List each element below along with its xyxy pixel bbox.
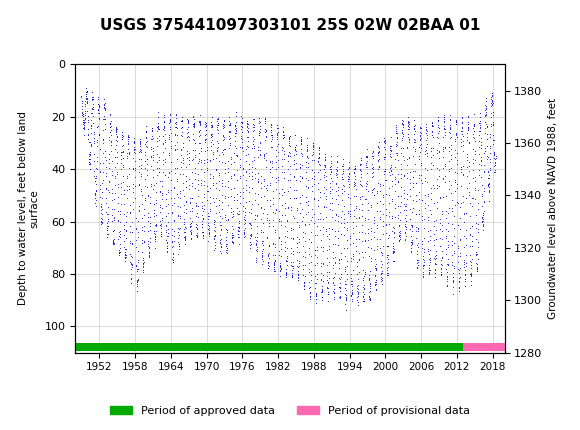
Text: USGS 375441097303101 25S 02W 02BAA 01: USGS 375441097303101 25S 02W 02BAA 01 — [100, 18, 480, 33]
Y-axis label: Groundwater level above NAVD 1988, feet: Groundwater level above NAVD 1988, feet — [548, 98, 558, 319]
Text: ≡USGS: ≡USGS — [12, 6, 70, 26]
Legend: Period of approved data, Period of provisional data: Period of approved data, Period of provi… — [106, 401, 474, 420]
Y-axis label: Depth to water level, feet below land
surface: Depth to water level, feet below land su… — [17, 112, 39, 305]
